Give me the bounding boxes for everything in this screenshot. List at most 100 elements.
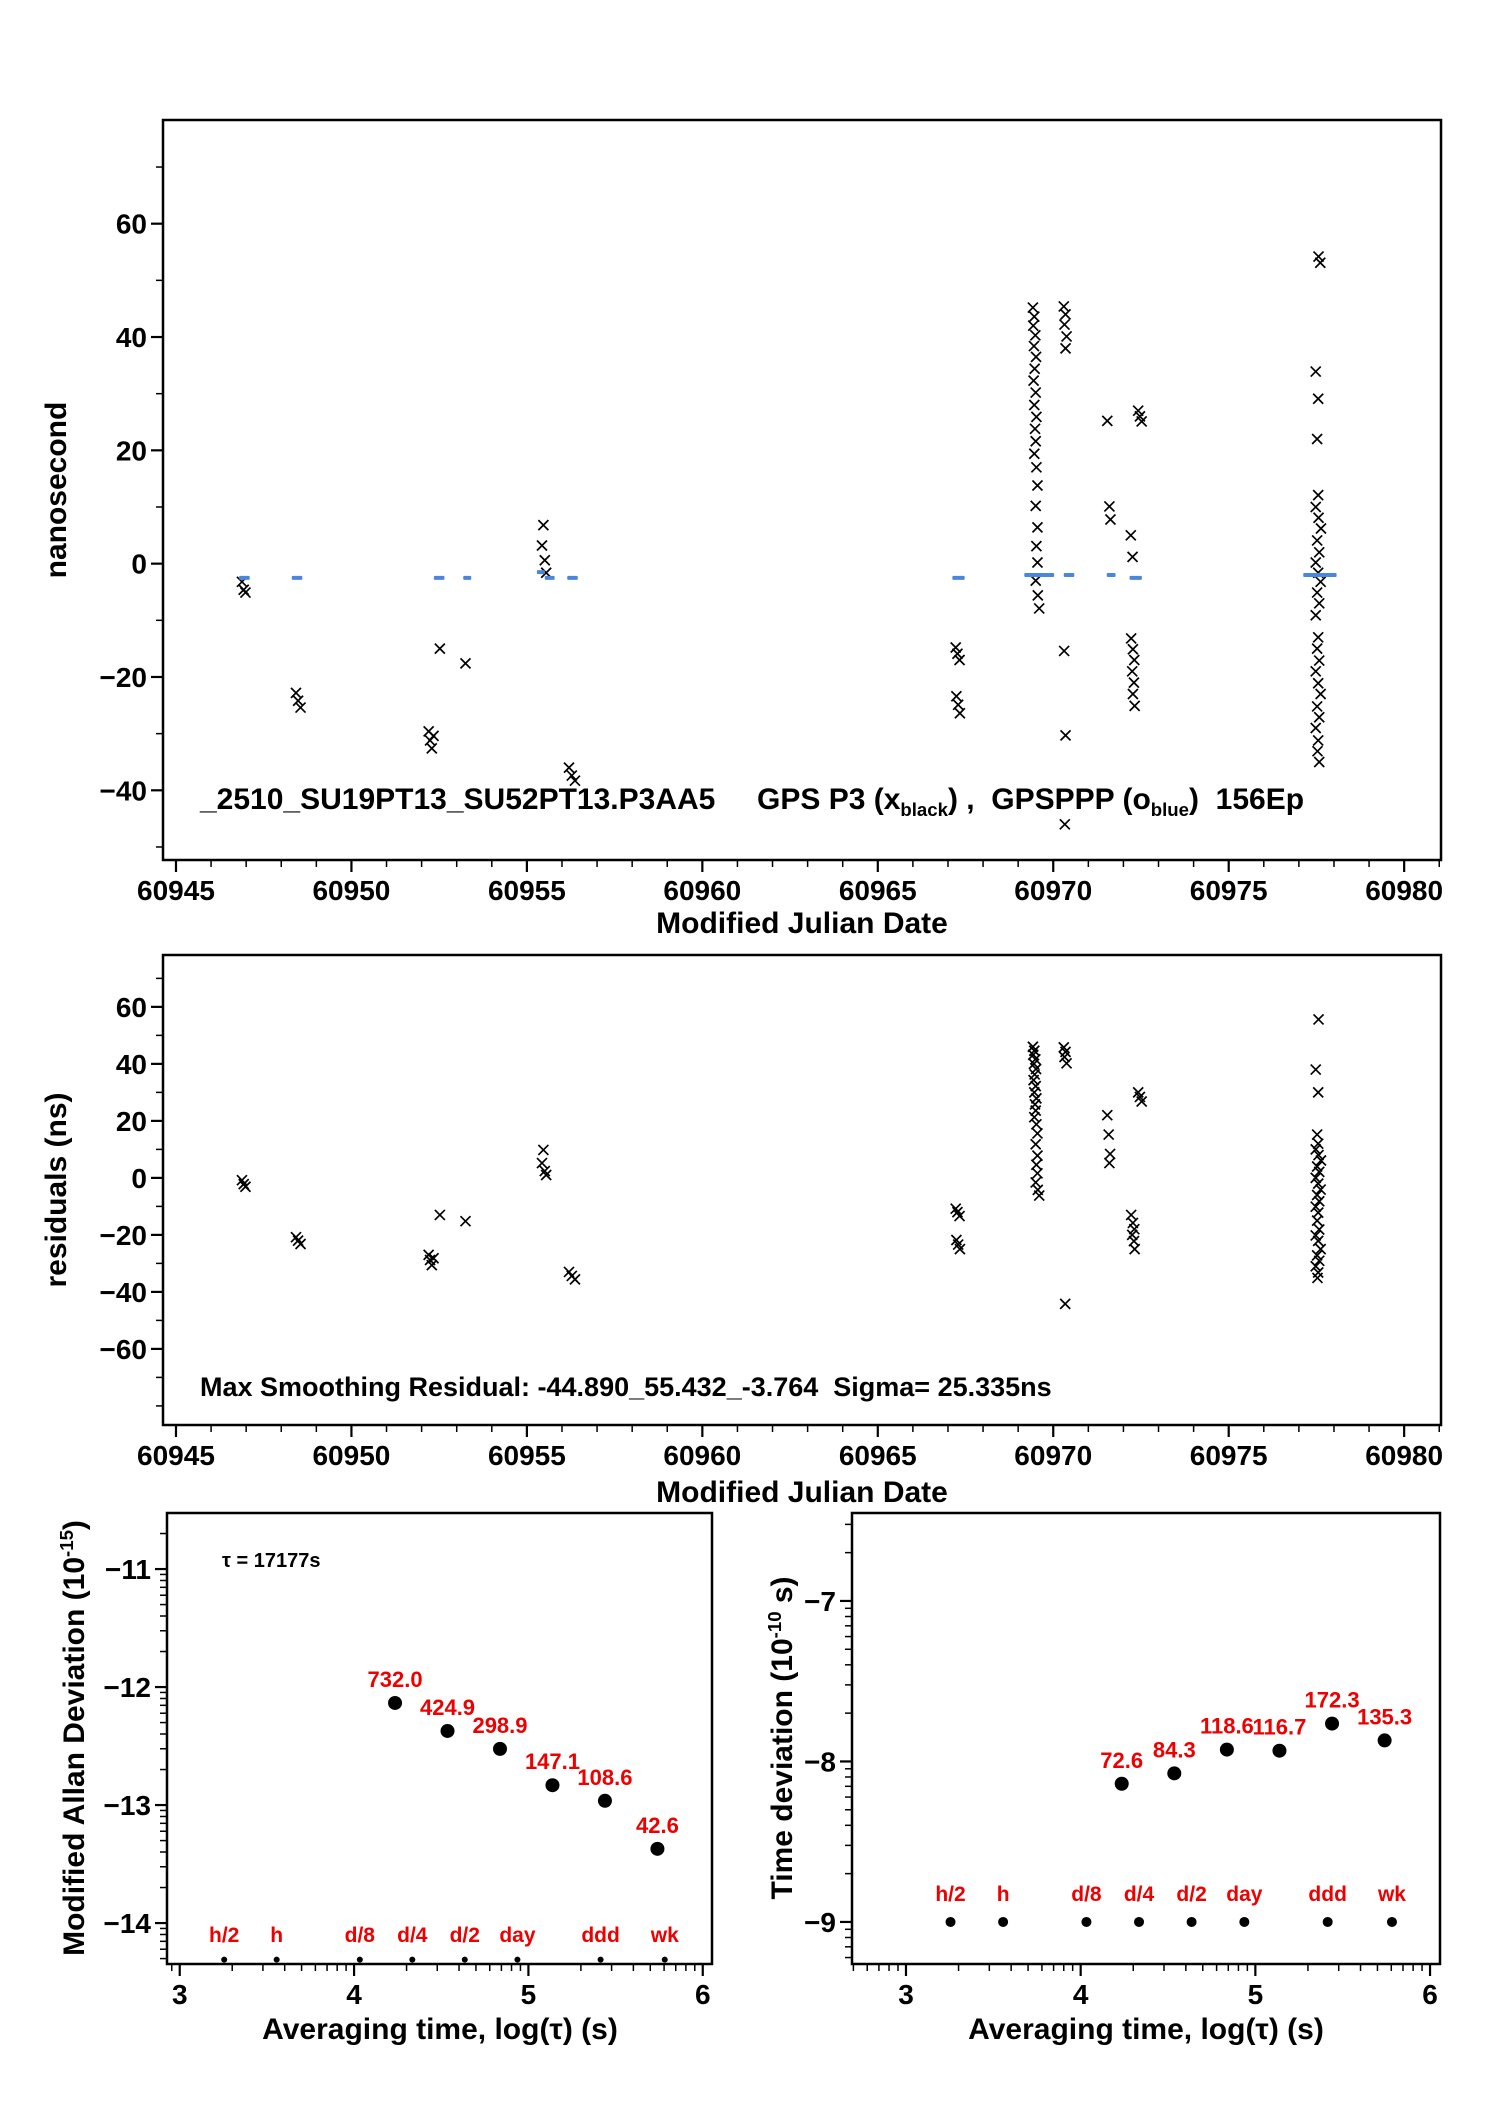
x-marker [1103, 1128, 1115, 1141]
x-marker [1030, 461, 1043, 473]
ppp-dash-marker [433, 575, 445, 580]
x-marker [1311, 586, 1323, 599]
baseline-tick-dot [1322, 1916, 1333, 1927]
baseline-tick-label: h [997, 1883, 1010, 1906]
y-axis-label-residuals: residuals (ns) [40, 1092, 73, 1288]
y-tick-label: 60 [116, 992, 147, 1023]
baseline-tick-dot [661, 1956, 668, 1963]
x-marker [950, 1203, 962, 1215]
x-marker [1311, 534, 1323, 547]
baseline-tick-label: h [270, 1924, 283, 1947]
x-marker [1310, 1063, 1322, 1076]
x-marker [1312, 1013, 1325, 1026]
x-marker [1312, 631, 1324, 643]
x-marker [1030, 575, 1042, 587]
x-marker [290, 687, 302, 699]
deviation-point [1114, 1776, 1129, 1791]
baseline-tick-label: ddd [581, 1924, 619, 1947]
x-tick-label: 60975 [1190, 1440, 1268, 1471]
x-marker [1312, 1138, 1324, 1150]
x-marker [1125, 632, 1137, 645]
ppp-dash-marker [567, 575, 578, 580]
x-tick-label: 6 [1422, 1979, 1438, 2010]
x-marker [1033, 602, 1045, 615]
x-marker [1031, 556, 1044, 569]
x-marker [1058, 1051, 1071, 1063]
x-marker [537, 1144, 549, 1156]
y-tick-label: −14 [104, 1908, 152, 1939]
baseline-tick-label: d/8 [1071, 1883, 1102, 1906]
deviation-point [1219, 1742, 1234, 1757]
ppp-dash-marker [239, 575, 250, 580]
x-marker [1029, 363, 1041, 375]
ppp-dash-marker [1024, 572, 1055, 577]
x-marker [1312, 1149, 1325, 1161]
y-tick-label: 20 [116, 435, 147, 466]
x-marker [1027, 320, 1039, 332]
x-marker [1313, 1223, 1325, 1236]
x-marker [1311, 643, 1323, 655]
x-marker [1103, 500, 1115, 513]
y-axis-label-mdev: Modified Allan Deviation (10-15) [56, 1520, 92, 1956]
x-tick-label: 60955 [488, 875, 566, 906]
x-marker [1313, 1195, 1325, 1207]
point-value-label: 172.3 [1305, 1688, 1360, 1713]
x-marker [1127, 688, 1139, 700]
x-marker [1313, 711, 1325, 723]
label-superscript: -15 [56, 1530, 77, 1557]
x-marker [1315, 1243, 1327, 1255]
y-tick-label: −7 [804, 1586, 836, 1617]
deviation-point [440, 1723, 455, 1738]
baseline-tick-label: d/2 [450, 1924, 480, 1947]
y-tick-label: −60 [100, 1334, 148, 1365]
baseline-tick-label: day [1226, 1883, 1263, 1906]
y-tick-label: −40 [100, 775, 148, 806]
x-marker [1031, 1150, 1044, 1162]
baseline-tick-dot [1386, 1916, 1397, 1927]
x-marker [1310, 501, 1322, 513]
x-marker [1312, 489, 1324, 501]
x-tick-label: 6 [695, 1979, 711, 2010]
x-marker [1128, 654, 1140, 666]
x-tick-label: 3 [172, 1979, 188, 2010]
x-marker [950, 641, 962, 654]
baseline-tick-label: d/8 [345, 1924, 376, 1947]
x-marker [1032, 589, 1044, 601]
y-tick-label: −11 [105, 1554, 151, 1585]
y-tick-label: −9 [804, 1907, 836, 1938]
ppp-dash-marker [536, 570, 545, 575]
x-marker [537, 519, 549, 531]
y-tick-label: 0 [131, 549, 147, 580]
y-tick-label: 60 [116, 209, 147, 240]
x-marker [1313, 756, 1325, 768]
point-value-label: 108.6 [577, 1765, 632, 1790]
title-part: GPS P3 (x [757, 783, 901, 816]
x-marker [1126, 665, 1138, 677]
x-marker [954, 1243, 966, 1255]
point-value-label: 84.3 [1153, 1737, 1196, 1762]
point-value-label: 298.9 [472, 1713, 527, 1738]
point-value-label: 72.6 [1100, 1748, 1143, 1773]
x-marker [1030, 351, 1042, 363]
x-marker [566, 769, 578, 782]
x-marker [1311, 1189, 1323, 1201]
x-marker [290, 1231, 302, 1243]
y-tick-label: −12 [104, 1672, 152, 1703]
label-part: s) [766, 1576, 799, 1612]
y-tick-label: −13 [104, 1790, 152, 1821]
x-marker [1312, 512, 1325, 524]
x-marker [1310, 365, 1322, 378]
x-marker [294, 701, 307, 714]
plot-title-id: _2510_SU19PT13_SU52PT13.P3AA5 [200, 783, 716, 816]
deviation-point [1272, 1743, 1287, 1758]
x-marker [1027, 1074, 1040, 1086]
title-subscript-black: black [900, 799, 948, 820]
x-marker [1028, 399, 1040, 411]
point-value-label: 424.9 [420, 1695, 475, 1720]
x-axis-label-mjd-middle: Modified Julian Date [656, 1476, 948, 1509]
x-marker [1126, 1229, 1138, 1241]
x-tick-label: 4 [346, 1979, 362, 2010]
x-tick-label: 60945 [137, 875, 215, 906]
